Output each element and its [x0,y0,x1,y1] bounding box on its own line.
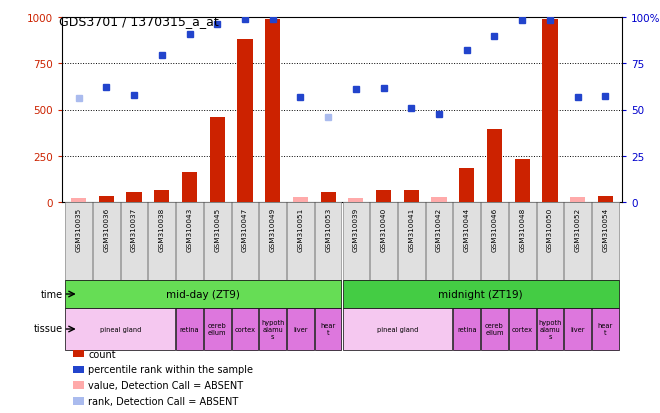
FancyBboxPatch shape [426,202,452,280]
Bar [293,198,308,202]
Text: GSM310049: GSM310049 [270,207,276,252]
Bar [376,190,391,202]
FancyBboxPatch shape [315,308,341,350]
Bar [182,173,197,202]
Text: cereb
ellum: cereb ellum [485,323,504,336]
FancyBboxPatch shape [537,308,563,350]
Text: mid-day (ZT9): mid-day (ZT9) [166,289,240,299]
FancyBboxPatch shape [204,202,230,280]
FancyBboxPatch shape [93,202,119,280]
Text: GSM310052: GSM310052 [575,207,581,252]
Text: value, Detection Call = ABSENT: value, Detection Call = ABSENT [88,380,244,390]
Text: GSM310045: GSM310045 [214,207,220,252]
Text: GSM310041: GSM310041 [409,207,414,252]
Text: GSM310037: GSM310037 [131,207,137,252]
FancyBboxPatch shape [453,308,480,350]
Bar [570,198,585,202]
Bar [127,192,142,202]
FancyBboxPatch shape [287,308,314,350]
Bar [515,160,530,202]
Text: pineal gland: pineal gland [377,326,418,332]
Text: GSM310039: GSM310039 [353,207,359,252]
Text: cortex: cortex [512,326,533,332]
FancyBboxPatch shape [232,202,258,280]
FancyBboxPatch shape [398,202,424,280]
FancyBboxPatch shape [592,308,618,350]
Text: cereb
ellum: cereb ellum [208,323,226,336]
Bar [487,130,502,202]
Bar [265,20,280,202]
FancyBboxPatch shape [204,308,230,350]
Text: cortex: cortex [234,326,255,332]
FancyBboxPatch shape [481,202,508,280]
FancyBboxPatch shape [509,308,535,350]
Text: GSM310048: GSM310048 [519,207,525,252]
Bar [348,199,364,202]
Text: time: time [40,289,63,299]
Text: percentile rank within the sample: percentile rank within the sample [88,364,253,375]
Text: hear
t: hear t [321,323,336,336]
FancyBboxPatch shape [343,280,618,308]
FancyBboxPatch shape [564,308,591,350]
FancyBboxPatch shape [343,202,369,280]
Text: GSM310044: GSM310044 [464,207,470,252]
Text: tissue: tissue [34,323,63,333]
Text: hypoth
alamu
s: hypoth alamu s [261,319,284,339]
Text: liver: liver [293,326,308,332]
Bar [404,190,419,202]
FancyBboxPatch shape [176,308,203,350]
FancyBboxPatch shape [176,202,203,280]
Text: GSM310050: GSM310050 [547,207,553,252]
Bar [71,199,86,202]
Text: retina: retina [180,326,199,332]
Bar [210,118,225,202]
Text: GSM310035: GSM310035 [76,207,82,252]
FancyBboxPatch shape [259,308,286,350]
Text: GSM310051: GSM310051 [298,207,304,252]
Text: GSM310043: GSM310043 [187,207,193,252]
Text: GSM310040: GSM310040 [381,207,387,252]
FancyBboxPatch shape [592,202,618,280]
FancyBboxPatch shape [65,202,92,280]
Bar [238,40,253,202]
FancyBboxPatch shape [287,202,314,280]
Text: retina: retina [457,326,477,332]
FancyBboxPatch shape [509,202,535,280]
Text: GSM310054: GSM310054 [603,207,609,252]
Bar [543,20,558,202]
FancyBboxPatch shape [370,202,397,280]
Text: hypoth
alamu
s: hypoth alamu s [539,319,562,339]
Text: rank, Detection Call = ABSENT: rank, Detection Call = ABSENT [88,396,239,406]
Text: GDS3701 / 1370315_a_at: GDS3701 / 1370315_a_at [59,15,219,28]
Text: count: count [88,349,116,359]
Text: GSM310047: GSM310047 [242,207,248,252]
Text: midnight (ZT19): midnight (ZT19) [438,289,523,299]
FancyBboxPatch shape [65,280,341,308]
FancyBboxPatch shape [121,202,147,280]
FancyBboxPatch shape [343,308,452,350]
Bar [459,169,475,202]
Text: GSM310046: GSM310046 [492,207,498,252]
Text: hear
t: hear t [598,323,613,336]
Bar [154,190,170,202]
Text: GSM310042: GSM310042 [436,207,442,252]
Bar [321,192,336,202]
FancyBboxPatch shape [148,202,175,280]
FancyBboxPatch shape [453,202,480,280]
FancyBboxPatch shape [232,308,258,350]
FancyBboxPatch shape [537,202,563,280]
Text: liver: liver [570,326,585,332]
FancyBboxPatch shape [564,202,591,280]
Bar [99,197,114,202]
FancyBboxPatch shape [65,308,175,350]
Bar [598,196,613,202]
FancyBboxPatch shape [259,202,286,280]
FancyBboxPatch shape [481,308,508,350]
Bar [432,198,447,202]
FancyBboxPatch shape [315,202,341,280]
Text: GSM310036: GSM310036 [104,207,110,252]
Text: GSM310053: GSM310053 [325,207,331,252]
Text: GSM310038: GSM310038 [159,207,165,252]
Text: pineal gland: pineal gland [100,326,141,332]
